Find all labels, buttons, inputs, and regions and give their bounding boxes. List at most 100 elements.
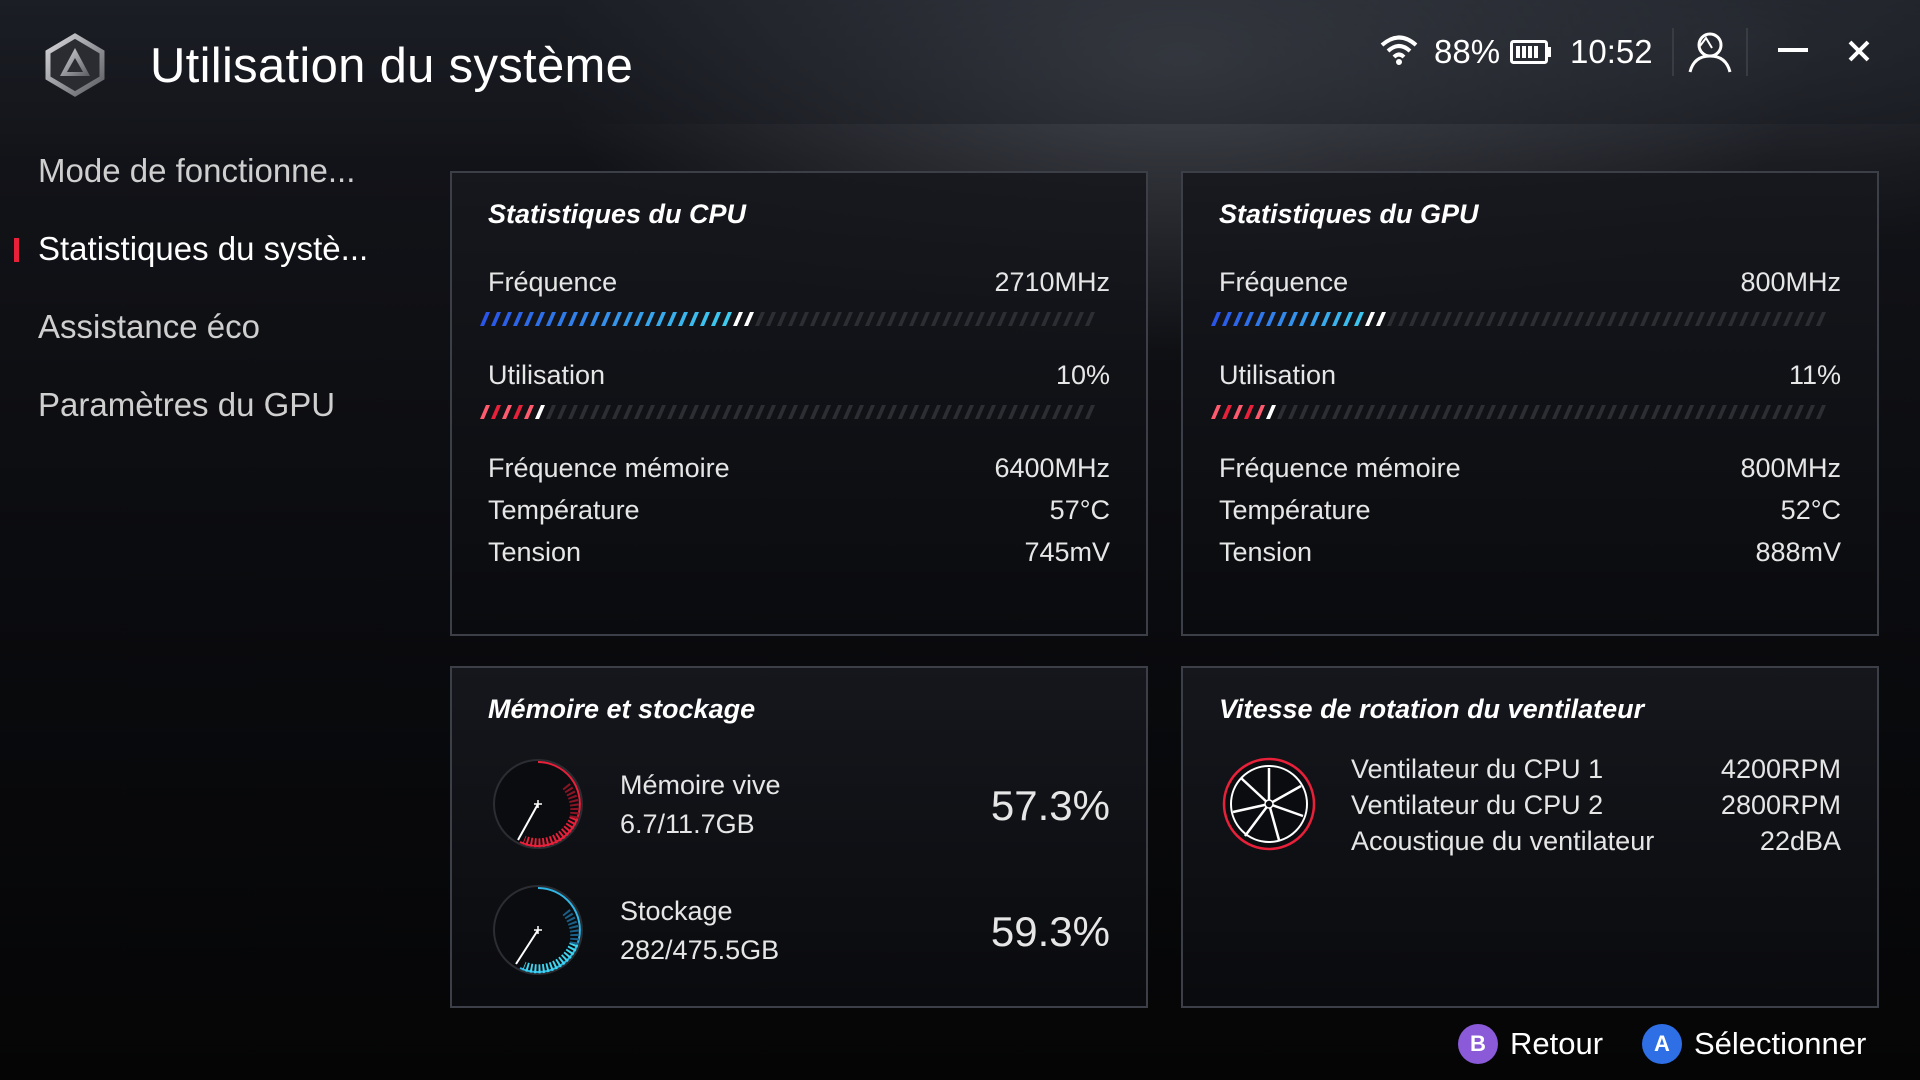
bar-segment-empty xyxy=(887,312,897,326)
sidebar-item-system-stats[interactable]: Statistiques du systè... xyxy=(38,230,369,267)
bar-segment-empty xyxy=(678,405,688,419)
cpu-temp-label: Température xyxy=(488,495,640,525)
bar-segment-empty xyxy=(1772,405,1782,419)
bar-segment-empty xyxy=(1464,405,1474,419)
gpu-usage-label: Utilisation xyxy=(1219,360,1337,390)
bar-segment-empty xyxy=(964,405,974,419)
bar-segment-empty xyxy=(656,405,666,419)
bar-segment-filled xyxy=(1255,405,1265,419)
bar-segment-filled xyxy=(1233,405,1243,419)
storage-label: Stockage xyxy=(620,896,733,926)
bar-segment-empty xyxy=(634,405,644,419)
card-title: Mémoire et stockage xyxy=(488,694,756,724)
bar-segment-empty xyxy=(755,312,765,326)
title-bar xyxy=(0,0,1920,124)
gpu-frequency-label: Fréquence xyxy=(1219,267,1349,297)
bar-segment-empty xyxy=(1008,405,1018,419)
bar-segment-filled xyxy=(524,312,534,326)
select-label: Sélectionner xyxy=(1694,1026,1867,1061)
bar-segment-empty xyxy=(1816,405,1826,419)
wifi-icon xyxy=(1380,35,1418,65)
minimize-icon[interactable] xyxy=(1778,48,1808,52)
bar-segment-empty xyxy=(1519,405,1529,419)
bar-segment-empty xyxy=(843,312,853,326)
bar-segment-filled xyxy=(667,312,677,326)
a-button-icon: A xyxy=(1642,1024,1682,1064)
bar-segment-filled xyxy=(1299,312,1309,326)
bar-segment-empty xyxy=(1695,405,1705,419)
bar-segment-filled xyxy=(491,312,501,326)
bar-segment-empty xyxy=(909,312,919,326)
bar-segment-empty xyxy=(1085,312,1095,326)
bar-segment-filled xyxy=(711,312,721,326)
cpu-voltage-label: Tension xyxy=(488,537,582,567)
bar-segment-filled xyxy=(1365,312,1375,326)
bar-segment-empty xyxy=(1618,312,1628,326)
fan1-value: 4200RPM xyxy=(1720,754,1841,784)
bar-segment-empty xyxy=(623,405,633,419)
back-button[interactable]: B Retour xyxy=(1458,1022,1603,1066)
storage-percent: 59.3% xyxy=(990,908,1110,955)
card-title: Vitesse de rotation du ventilateur xyxy=(1219,694,1645,724)
bar-segment-filled xyxy=(1277,312,1287,326)
bar-segment-empty xyxy=(711,405,721,419)
close-icon[interactable] xyxy=(1842,34,1876,68)
bar-segment-empty xyxy=(909,405,919,419)
card-title: Statistiques du CPU xyxy=(488,199,747,229)
bar-segment-empty xyxy=(1783,312,1793,326)
cpu-stats-card: Statistiques du CPU Fréquence 2710MHz Ut… xyxy=(450,171,1148,636)
bar-segment-empty xyxy=(1310,405,1320,419)
bar-segment-filled xyxy=(1354,312,1364,326)
bar-segment-empty xyxy=(1596,405,1606,419)
fan-speed-card: Vitesse de rotation du ventilateur Venti… xyxy=(1181,666,1879,1008)
bar-segment-empty xyxy=(1607,405,1617,419)
gpu-stats-card: Statistiques du GPU Fréquence 800MHz Uti… xyxy=(1181,171,1879,636)
bar-segment-filled xyxy=(700,312,710,326)
bar-segment-empty xyxy=(1299,405,1309,419)
bar-segment-filled xyxy=(568,312,578,326)
bar-segment-filled xyxy=(1211,312,1221,326)
cpu-temp-value: 57°C xyxy=(1049,495,1110,525)
ram-label: Mémoire vive xyxy=(620,770,781,800)
sidebar-item-eco-assist[interactable]: Assistance éco xyxy=(38,308,260,345)
bar-segment-empty xyxy=(1387,405,1397,419)
bar-segment-empty xyxy=(1486,312,1496,326)
b-button-icon: B xyxy=(1458,1024,1498,1064)
bar-segment-filled xyxy=(1266,405,1276,419)
bar-segment-empty xyxy=(1030,405,1040,419)
clock: 10:52 xyxy=(1570,33,1653,70)
fan1-label: Ventilateur du CPU 1 xyxy=(1351,754,1604,784)
bar-segment-filled xyxy=(1376,312,1386,326)
bar-segment-empty xyxy=(1772,312,1782,326)
bar-segment-empty xyxy=(1074,312,1084,326)
gpu-frequency-value: 800MHz xyxy=(1740,267,1841,297)
fan-icon xyxy=(1222,757,1316,851)
bar-segment-empty xyxy=(876,405,886,419)
user-profile-icon[interactable] xyxy=(1686,28,1734,74)
bar-segment-filled xyxy=(1244,312,1254,326)
storage-detail: 282/475.5GB xyxy=(620,935,780,965)
bar-segment-empty xyxy=(1695,312,1705,326)
bar-segment-empty xyxy=(788,312,798,326)
bar-segment-filled xyxy=(535,405,545,419)
bar-segment-empty xyxy=(1486,405,1496,419)
bar-segment-empty xyxy=(843,405,853,419)
bar-segment-empty xyxy=(931,405,941,419)
bar-segment-empty xyxy=(1409,312,1419,326)
bar-segment-empty xyxy=(1574,405,1584,419)
sidebar-item-operating-mode[interactable]: Mode de fonctionne... xyxy=(38,152,356,189)
bar-segment-empty xyxy=(557,405,567,419)
fan-acoustic-label: Acoustique du ventilateur xyxy=(1351,826,1655,856)
bar-segment-empty xyxy=(1574,312,1584,326)
bar-segment-empty xyxy=(1376,405,1386,419)
select-button[interactable]: A Sélectionner xyxy=(1642,1022,1866,1066)
gpu-temp-label: Température xyxy=(1219,495,1371,525)
bar-segment-filled xyxy=(733,312,743,326)
bar-segment-empty xyxy=(854,405,864,419)
bar-segment-empty xyxy=(1816,312,1826,326)
cpu-mem-freq-value: 6400MHz xyxy=(994,453,1110,483)
sidebar-item-gpu-settings[interactable]: Paramètres du GPU xyxy=(38,386,336,423)
bar-segment-empty xyxy=(1052,405,1062,419)
bar-segment-empty xyxy=(1673,405,1683,419)
bar-segment-empty xyxy=(920,405,930,419)
